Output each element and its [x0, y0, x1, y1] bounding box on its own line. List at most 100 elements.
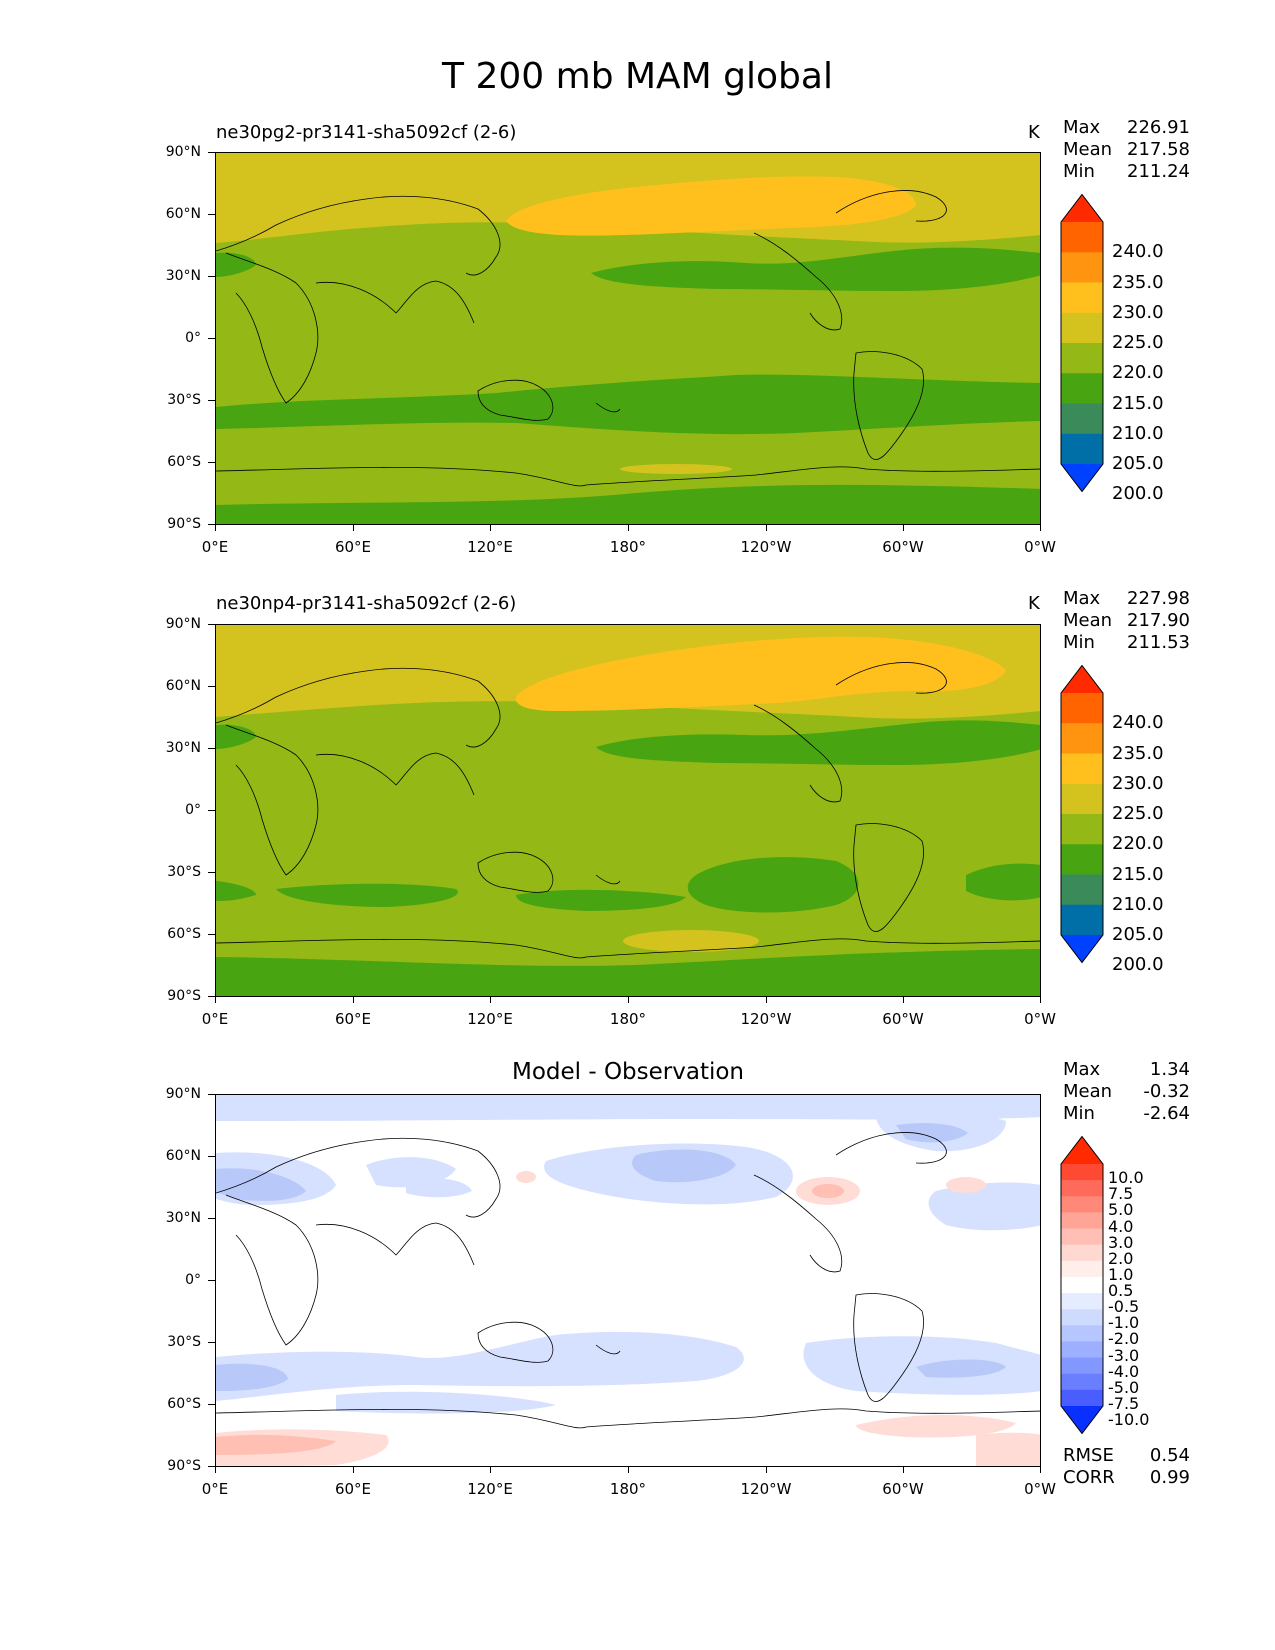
- colorbar-bin: [1061, 1357, 1103, 1375]
- colorbar-tick-label: 240.0: [1112, 241, 1164, 263]
- mean-label: Mean: [1063, 610, 1113, 631]
- colorbar-bin: [1061, 904, 1103, 936]
- colorbar-tick-label: -4.0: [1108, 1361, 1140, 1381]
- panel-3-metrics: RMSE 0.54 CORR 0.99: [1063, 1445, 1190, 1489]
- colorbar-tick-label: -2.0: [1108, 1329, 1140, 1349]
- panel-1-units: K: [1028, 122, 1040, 143]
- panel-1-title: ne30pg2-pr3141-sha5092cf (2-6): [216, 122, 517, 143]
- panel-1-map[interactable]: [215, 152, 1041, 525]
- colorbar-tick-label: 10.0: [1108, 1168, 1144, 1188]
- lon-label: 120°E: [467, 1010, 513, 1028]
- colorbar-tick-label: -5.0: [1108, 1377, 1140, 1397]
- lon-label: 0°W: [1024, 1010, 1056, 1028]
- colorbar-tick-label: 240.0: [1112, 712, 1164, 734]
- lat-label: 60°S: [167, 1396, 201, 1412]
- colorbar-bin: [1061, 1164, 1103, 1181]
- lat-label: 90°N: [165, 616, 201, 632]
- lat-label: 0°: [185, 1272, 201, 1288]
- lon-label: 0°W: [1024, 538, 1056, 556]
- colorbar-extend-max: [1061, 1136, 1103, 1164]
- lat-label: 0°: [185, 802, 201, 818]
- colorbar-tick-label: 2.0: [1108, 1248, 1134, 1268]
- max-label: Max: [1063, 588, 1101, 609]
- min-value: -2.64: [1143, 1103, 1190, 1124]
- colorbar-tick-label: 220.0: [1112, 362, 1164, 384]
- lon-label: 60°E: [334, 538, 372, 556]
- colorbar-tick-label: 215.0: [1112, 392, 1164, 414]
- panel-1-field: [216, 153, 1040, 524]
- colorbar-bin: [1061, 1212, 1103, 1230]
- colorbar-tick-label: 7.5: [1108, 1184, 1134, 1204]
- lon-label: 0°E: [201, 538, 229, 556]
- colorbar-tick-label: -7.5: [1108, 1394, 1140, 1413]
- colorbar-tick-label: 225.0: [1112, 332, 1164, 353]
- colorbar-bin: [1061, 723, 1103, 754]
- panel-1-stats: Max 226.91 Mean 217.58 Min 211.24: [1063, 117, 1190, 183]
- colorbar-bin: [1061, 844, 1103, 875]
- colorbar-bin: [1061, 1244, 1103, 1262]
- lon-label: 120°W: [740, 1010, 792, 1028]
- colorbar-bin: [1061, 403, 1103, 435]
- colorbar-extend-min: [1061, 1406, 1103, 1434]
- lon-label: 60°W: [882, 1480, 924, 1498]
- mean-value: 217.90: [1127, 610, 1190, 631]
- lon-label: 180°: [609, 538, 647, 556]
- lon-label: 60°E: [334, 1010, 372, 1028]
- lon-label: 120°W: [740, 538, 792, 556]
- colorbar-tick-label: 210.0: [1112, 422, 1164, 444]
- lon-label: 180°: [609, 1480, 647, 1498]
- lat-label: 30°S: [167, 392, 201, 408]
- colorbar-bin: [1061, 1373, 1103, 1391]
- max-label: Max: [1063, 1059, 1101, 1080]
- colorbar-bin: [1061, 1276, 1103, 1294]
- panel-2-title: ne30np4-pr3141-sha5092cf (2-6): [216, 593, 517, 614]
- corr-label: CORR: [1063, 1467, 1115, 1488]
- lon-label: 120°E: [467, 538, 513, 556]
- panel-2-field: [216, 625, 1040, 996]
- lat-label: 90°N: [165, 144, 201, 160]
- max-value: 226.91: [1127, 117, 1190, 138]
- colorbar-tick-label: -0.5: [1108, 1297, 1140, 1317]
- lat-label: 60°N: [165, 678, 201, 694]
- colorbar-extend-max: [1061, 665, 1103, 693]
- panel-2-map[interactable]: [215, 624, 1041, 997]
- lat-label: 90°N: [165, 1086, 201, 1102]
- lon-label: 60°W: [882, 1010, 924, 1028]
- colorbar-tick-label: 220.0: [1112, 833, 1164, 855]
- corr-value: 0.99: [1149, 1467, 1190, 1488]
- colorbar-bin: [1061, 783, 1103, 815]
- colorbar-bin: [1061, 693, 1103, 724]
- colorbar-bin: [1061, 1325, 1103, 1342]
- lat-label: 0°: [185, 330, 201, 346]
- lat-label: 60°S: [167, 926, 201, 942]
- colorbar-bin: [1061, 753, 1103, 785]
- colorbar-bin: [1061, 814, 1103, 845]
- figure-title: T 200 mb MAM global: [442, 56, 833, 97]
- colorbar-bin: [1061, 1260, 1103, 1278]
- rmse-value: 0.54: [1149, 1445, 1190, 1466]
- lat-label: 60°S: [167, 454, 201, 470]
- lon-label: 60°W: [882, 538, 924, 556]
- mean-label: Mean: [1063, 139, 1113, 160]
- lat-label: 30°N: [165, 268, 201, 284]
- colorbar-bin: [1061, 874, 1103, 906]
- max-label: Max: [1063, 117, 1101, 138]
- colorbar-tick-label: 205.0: [1112, 453, 1164, 474]
- lon-label: 0°E: [201, 1010, 229, 1028]
- lat-label: 30°S: [167, 864, 201, 880]
- colorbar-extend-max: [1061, 194, 1103, 222]
- colorbar-tick-label: 210.0: [1112, 893, 1164, 915]
- panel-3-colorbar: [1060, 1136, 1104, 1434]
- colorbar-tick-label: -10.0: [1108, 1410, 1150, 1430]
- colorbar-tick-label: 4.0: [1108, 1216, 1134, 1236]
- panel-3-title: Model - Observation: [511, 1059, 745, 1085]
- panel-3-map[interactable]: [215, 1094, 1041, 1467]
- colorbar-tick-label: 205.0: [1112, 924, 1164, 945]
- lat-label: 90°S: [167, 1458, 201, 1474]
- lat-label: 30°N: [165, 740, 201, 756]
- panel-2-colorbar: [1060, 665, 1104, 963]
- colorbar-extend-min: [1061, 935, 1103, 963]
- colorbar-bin: [1061, 312, 1103, 344]
- colorbar-bin: [1061, 343, 1103, 374]
- colorbar-tick-label: 235.0: [1112, 271, 1164, 293]
